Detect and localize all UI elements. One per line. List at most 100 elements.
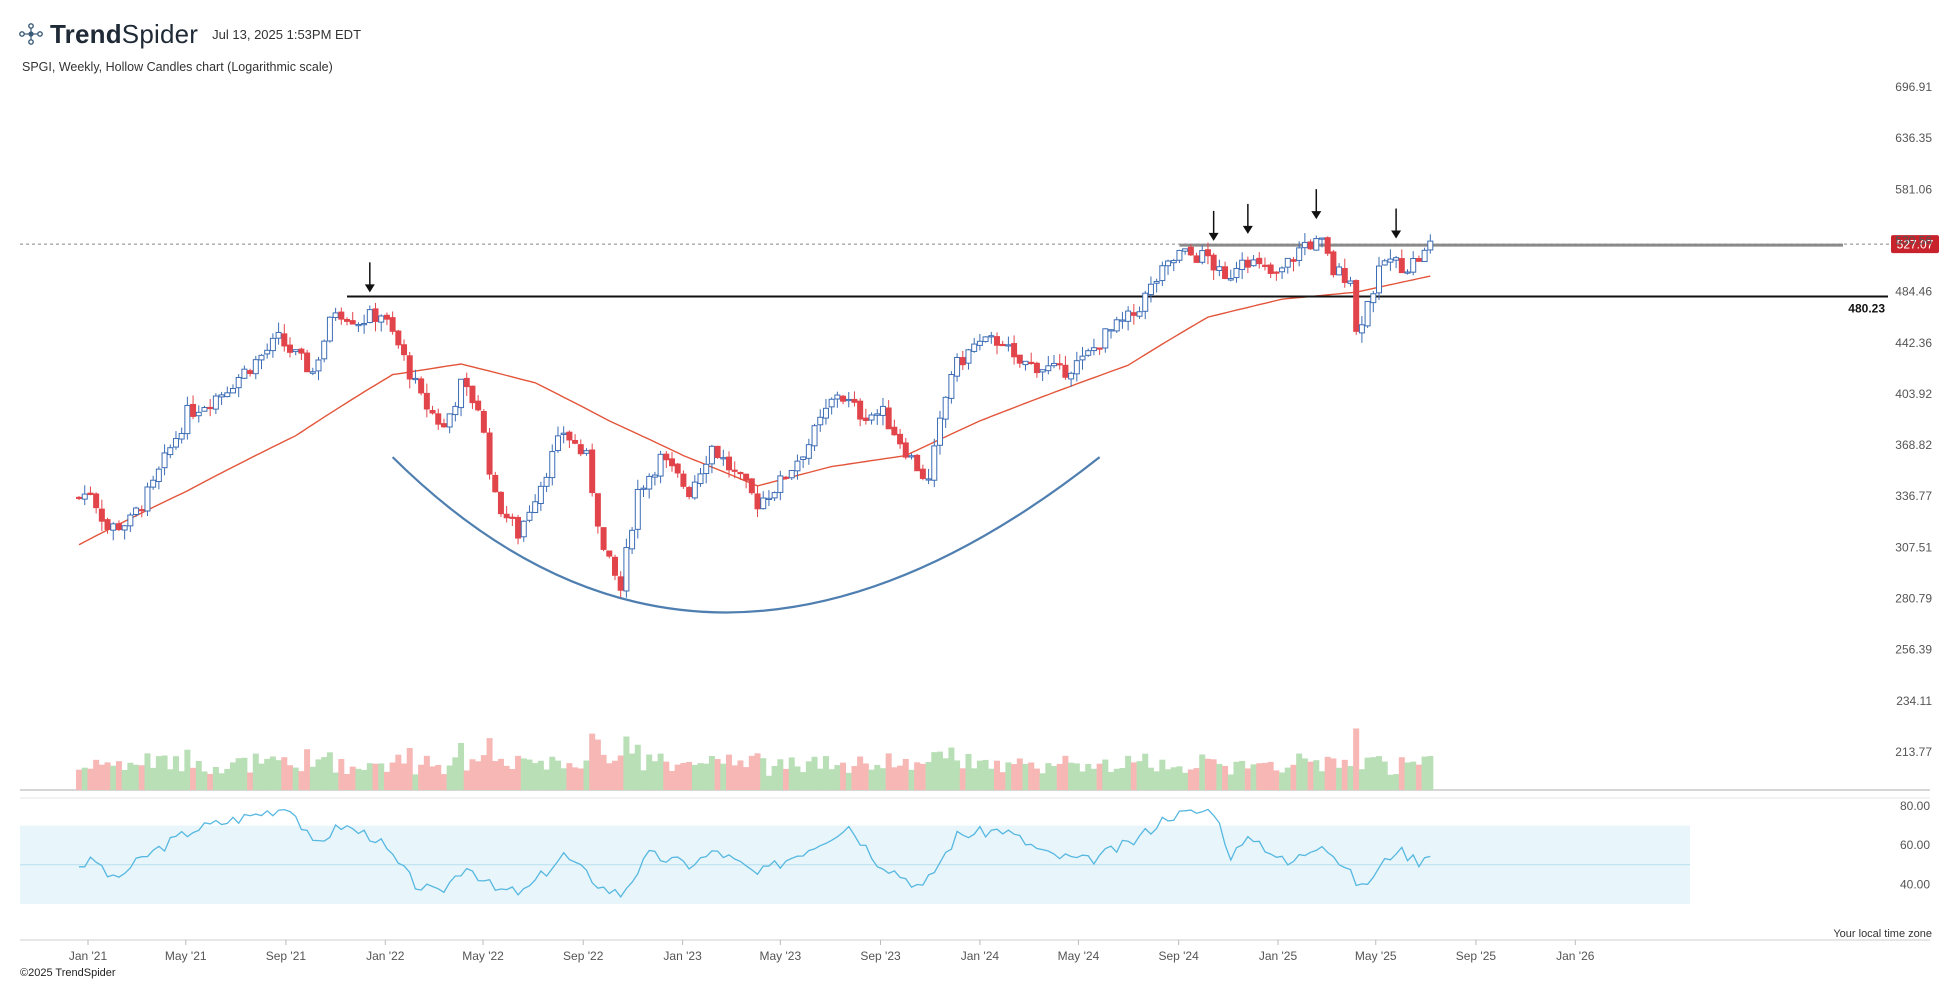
candle-body (520, 520, 527, 538)
candle-body (167, 447, 174, 456)
volume-bar (81, 767, 88, 790)
volume-bar (509, 768, 516, 790)
volume-bar (657, 753, 664, 790)
volume-bar (1165, 769, 1172, 790)
volume-bar (383, 771, 390, 790)
candle-body (435, 413, 442, 425)
volume-bar (760, 758, 767, 790)
candle-body (1170, 260, 1177, 264)
volume-bar (611, 760, 618, 790)
candle-body (936, 417, 943, 446)
candle-body (897, 433, 904, 445)
volume-bar (298, 771, 305, 790)
volume-bar (600, 754, 607, 790)
volume-bar (275, 760, 282, 790)
price-axis-tick: 234.11 (1896, 694, 1932, 708)
last-price-marker: 527.07 (1891, 235, 1939, 254)
candle-body (184, 404, 191, 435)
volume-bar (589, 733, 596, 790)
volume-bar (1051, 766, 1058, 790)
volume-bar (686, 761, 693, 790)
x-axis-tick: Jan '24 (961, 949, 1000, 963)
candle-body (976, 340, 983, 346)
volume-bar (366, 763, 373, 790)
volume-bar (1227, 774, 1234, 790)
volume-bar (862, 763, 869, 790)
volume-bar (252, 753, 259, 790)
last-price-label: 527.07 (1897, 238, 1934, 252)
candle-body (309, 371, 316, 374)
candle-body (1142, 292, 1149, 312)
candle-body (133, 507, 140, 516)
candle-body (1033, 362, 1040, 374)
candle-body (577, 444, 584, 455)
volume-bar (1039, 773, 1046, 790)
volume-bar (178, 771, 185, 790)
candle-body (1427, 240, 1434, 251)
candle-body (526, 511, 533, 521)
candle-body (161, 452, 168, 469)
x-axis-tick: May '25 (1355, 949, 1397, 963)
volume-bar (423, 755, 430, 790)
volume-bar (771, 765, 778, 790)
candle-body (959, 357, 966, 366)
volume-bar (640, 770, 647, 790)
candle-body (594, 493, 601, 527)
volume-bar (1090, 768, 1097, 790)
volume-bar (378, 763, 385, 790)
candle-body (1165, 260, 1172, 267)
volume-bar (1079, 771, 1086, 790)
candle-body (726, 456, 733, 471)
candle-body (1415, 258, 1422, 262)
volume-bar (1102, 759, 1109, 790)
volume-bar (788, 757, 795, 790)
volume-bar (190, 767, 197, 790)
volume-bar (452, 757, 459, 790)
volume-bar (1410, 761, 1417, 790)
brand-name: TrendSpider (50, 18, 199, 49)
volume-bar (321, 757, 328, 790)
volume-bar (737, 760, 744, 790)
candle-body (412, 377, 419, 381)
volume-bar (435, 765, 442, 790)
candle-body (1290, 259, 1297, 262)
volume-bar (925, 761, 932, 790)
volume-bar (777, 759, 784, 790)
volume-bar (1062, 755, 1069, 790)
candle-body (1341, 268, 1348, 283)
candle-body (486, 432, 493, 475)
volume-bar (184, 749, 191, 790)
header: TrendSpider Jul 13, 2025 1:53PM EDT (18, 18, 361, 49)
candle-body (1387, 258, 1394, 263)
candle-body (332, 312, 339, 319)
volume-bar (1250, 764, 1257, 790)
x-axis-tick: Sep '23 (860, 949, 901, 963)
candle-body (1227, 277, 1234, 281)
volume-bar (1199, 754, 1206, 790)
volume-bar (1318, 771, 1325, 790)
candle-body (822, 407, 829, 419)
candle-body (1273, 271, 1280, 274)
volume-bar (1244, 768, 1251, 790)
candle-body (218, 394, 225, 398)
volume-bar (1387, 774, 1394, 790)
volume-bar (1393, 774, 1400, 790)
volume-bar (669, 771, 676, 790)
volume-bar (1096, 763, 1103, 790)
candle-body (247, 370, 254, 374)
candle-body (321, 340, 328, 360)
volume-bar (361, 769, 368, 790)
candle-body (686, 487, 693, 498)
volume-bar (1210, 759, 1217, 790)
candle-body (81, 493, 88, 500)
candle-body (1336, 266, 1343, 276)
candle-body (349, 320, 356, 325)
volume-bar (264, 758, 271, 790)
price-axis-tick: 442.36 (1895, 336, 1932, 350)
candle-body (207, 406, 214, 410)
candle-body (982, 336, 989, 343)
volume-bar (1239, 760, 1246, 790)
candle-body (811, 425, 818, 447)
candle-body (406, 355, 413, 380)
